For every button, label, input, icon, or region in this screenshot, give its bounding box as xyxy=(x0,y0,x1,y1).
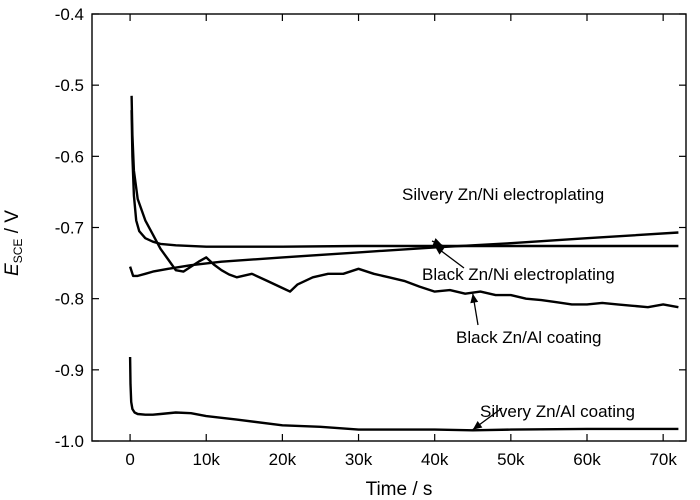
annotations: Silvery Zn/Ni electroplating Black Zn/Ni… xyxy=(402,185,635,421)
y-axis-title: ESCE / V xyxy=(2,210,25,276)
y-tick-label-6: -0.4 xyxy=(55,5,84,24)
y-tick-label-4: -0.6 xyxy=(55,147,84,166)
series-line-2 xyxy=(130,95,679,309)
y-tick-label-1: -0.9 xyxy=(55,361,84,380)
annotation-arrowhead-1 xyxy=(434,246,445,255)
annotation-label-black-zn-al: Black Zn/Al coating xyxy=(456,328,602,347)
annotation-label-black-zn-ni: Black Zn/Ni electroplating xyxy=(422,265,615,284)
annotation-label-silvery-zn-al: Silvery Zn/Al coating xyxy=(480,402,635,421)
series-line-1 xyxy=(130,110,679,248)
y-tick-label-5: -0.5 xyxy=(55,76,84,95)
y-axis-title-sub: SCE xyxy=(11,239,25,264)
y-axis: ESCE / V xyxy=(2,210,25,276)
x-tick-label-7: 70k xyxy=(649,450,677,469)
annotation-arrowhead-2 xyxy=(470,293,479,304)
x-tick-label-3: 30k xyxy=(345,450,373,469)
plot-area: 0 10k 20k 30k 40k 50k 60k 70k -1.0 -0.9 -0.8 -0.7 -0… xyxy=(55,5,687,469)
annotation-label-silvery-zn-ni: Silvery Zn/Ni electroplating xyxy=(402,185,604,204)
x-tick-label-0: 0 xyxy=(125,450,134,469)
x-axis-title: Time / s xyxy=(366,479,433,500)
x-tick-label-5: 50k xyxy=(497,450,525,469)
annotation-arrowhead-0 xyxy=(432,238,443,246)
x-tick-label-2: 20k xyxy=(269,450,297,469)
y-tick-label-0: -1.0 xyxy=(55,432,84,451)
x-tick-label-1: 10k xyxy=(193,450,221,469)
series-line-3 xyxy=(128,356,679,432)
series-line-0 xyxy=(128,231,679,278)
x-tick-label-6: 60k xyxy=(573,450,601,469)
y-tick-label-2: -0.8 xyxy=(55,290,84,309)
x-axis: Time / s xyxy=(366,479,433,500)
x-tick-label-4: 40k xyxy=(421,450,449,469)
annotation-arrowhead-3 xyxy=(472,421,483,430)
y-tick-label-3: -0.7 xyxy=(55,219,84,238)
y-axis-title-unit: / V xyxy=(2,210,23,239)
y-axis-title-main: E xyxy=(2,263,23,276)
plot-frame xyxy=(91,13,687,442)
